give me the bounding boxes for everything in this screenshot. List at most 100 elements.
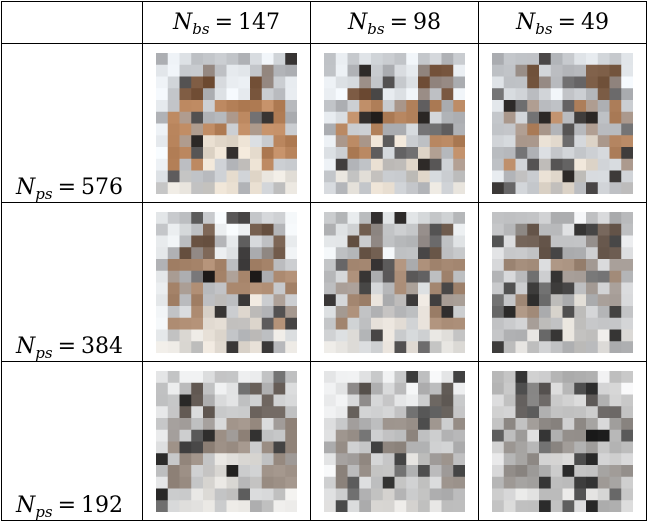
image-patch <box>371 370 384 383</box>
image-patch <box>406 223 419 236</box>
image-patch <box>621 340 633 353</box>
image-patch <box>550 499 563 512</box>
image-patch <box>179 429 192 442</box>
image-patch <box>285 235 297 248</box>
image-patch <box>324 305 337 318</box>
image-patch <box>574 223 587 236</box>
image-patch <box>515 317 528 330</box>
image-patch <box>324 476 337 489</box>
image-patch <box>539 305 552 318</box>
image-patch <box>441 417 454 430</box>
image-patch <box>324 441 337 454</box>
image-patch <box>335 246 348 259</box>
image-patch <box>226 340 239 353</box>
image-patch <box>261 258 274 271</box>
image-patch <box>261 211 274 224</box>
image-patch <box>527 452 540 465</box>
image-patch <box>515 282 528 295</box>
image-patch <box>167 441 180 454</box>
image-patch <box>156 170 169 183</box>
image-patch <box>382 258 395 271</box>
image-patch <box>273 317 286 330</box>
image-patch <box>574 170 587 183</box>
image-patch <box>441 235 454 248</box>
image-patch <box>347 382 360 395</box>
image-patch <box>597 329 610 342</box>
image-patch <box>539 258 552 271</box>
image-patch <box>335 270 348 283</box>
image-patch <box>214 52 227 65</box>
image-patch <box>597 417 610 430</box>
image-patch <box>359 64 372 77</box>
image-patch <box>492 317 505 330</box>
image-patch <box>550 64 563 77</box>
image-patch <box>226 441 239 454</box>
image-patch <box>167 111 180 124</box>
image-patch <box>515 452 528 465</box>
image-patch <box>429 429 442 442</box>
image-patch <box>503 123 516 136</box>
image-patch <box>371 340 384 353</box>
image-patch <box>539 464 552 477</box>
image-patch <box>586 123 599 136</box>
image-patch <box>226 181 239 194</box>
image-patch <box>335 499 348 512</box>
image-patch <box>406 123 419 136</box>
image-patch <box>179 235 192 248</box>
image-patch <box>394 76 407 89</box>
image-patch <box>359 452 372 465</box>
image-patch <box>527 329 540 342</box>
image-patch <box>550 394 563 407</box>
image-patch <box>382 282 395 295</box>
image-patch <box>453 405 465 418</box>
image-patch <box>597 476 610 489</box>
image-patch <box>418 340 431 353</box>
image-patch <box>156 293 169 306</box>
image-patch <box>441 223 454 236</box>
image-patch <box>347 146 360 159</box>
image-patch <box>609 464 622 477</box>
image-patch <box>441 488 454 501</box>
equals-sign: = <box>57 175 76 200</box>
image-patch <box>285 293 297 306</box>
image-patch <box>539 64 552 77</box>
image-patch <box>562 488 575 501</box>
image-patch <box>238 441 251 454</box>
image-patch <box>285 305 297 318</box>
image-patch <box>238 382 251 395</box>
image-patch <box>574 158 587 171</box>
image-patch <box>574 111 587 124</box>
image-patch <box>226 405 239 418</box>
image-patch <box>492 181 505 194</box>
image-patch <box>156 476 169 489</box>
image-patch <box>492 405 505 418</box>
image-patch <box>324 317 337 330</box>
image-patch <box>382 488 395 501</box>
image-patch <box>586 134 599 147</box>
image-patch <box>441 394 454 407</box>
image-patch <box>562 87 575 100</box>
image-patch <box>382 464 395 477</box>
image-patch <box>418 317 431 330</box>
image-patch <box>273 382 286 395</box>
image-patch <box>394 293 407 306</box>
image-patch <box>441 99 454 112</box>
image-patch <box>609 476 622 489</box>
image-patch <box>597 293 610 306</box>
image-patch <box>609 158 622 171</box>
image-patch <box>597 405 610 418</box>
image-patch <box>191 370 204 383</box>
image-patch <box>406 476 419 489</box>
image-patch <box>179 123 192 136</box>
image-patch <box>214 235 227 248</box>
image-patch <box>429 64 442 77</box>
image-patch <box>382 382 395 395</box>
image-patch <box>394 270 407 283</box>
row-subscript: ps <box>35 185 53 203</box>
image-patch <box>609 452 622 465</box>
image-patch <box>418 146 431 159</box>
image-patch <box>167 429 180 442</box>
image-patch <box>550 293 563 306</box>
image-patch <box>167 52 180 65</box>
image-patch <box>394 258 407 271</box>
